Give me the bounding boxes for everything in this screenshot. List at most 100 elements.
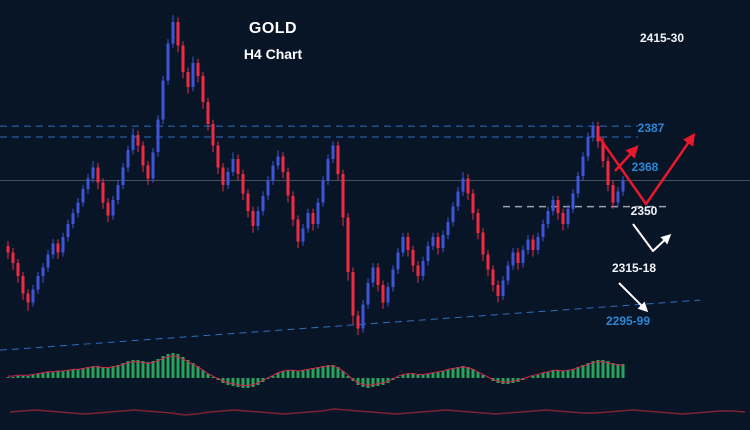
candle-body	[96, 167, 100, 183]
bottom-oscillator-line	[9, 408, 746, 416]
candle-body	[526, 239, 530, 251]
candle-body	[141, 145, 145, 166]
candle-body	[46, 254, 50, 268]
candle-body	[486, 254, 490, 270]
candle-body	[611, 184, 615, 203]
candle-body	[556, 200, 560, 214]
candle-body	[241, 174, 245, 194]
candle-body	[71, 213, 75, 225]
candle-body	[356, 315, 360, 329]
candle-body	[571, 193, 575, 209]
candle-body	[51, 243, 55, 255]
candle-body	[586, 137, 590, 157]
candle-body	[351, 271, 355, 316]
candle-body	[66, 224, 70, 238]
candle-body	[431, 237, 435, 246]
candle-body	[621, 180, 625, 192]
candle-body	[456, 191, 460, 207]
candle-body	[601, 141, 605, 161]
candle-body	[171, 21, 175, 44]
candle-body	[476, 213, 480, 233]
price-label-2350: 2350	[630, 204, 658, 218]
candle-body	[391, 269, 395, 288]
candle-body	[511, 252, 515, 266]
candle-body	[131, 134, 135, 150]
candle-body	[606, 161, 610, 185]
candle-body	[76, 202, 80, 214]
candle-body	[531, 239, 535, 251]
candle-body	[6, 245, 10, 253]
candle-body	[146, 165, 150, 179]
candle-body	[121, 167, 125, 185]
candle-body	[616, 191, 620, 203]
candle-body	[276, 156, 280, 166]
candle-body	[211, 124, 215, 146]
candle-body	[251, 211, 255, 227]
candle-body	[471, 193, 475, 214]
chart-title-timeframe: H4 Chart	[243, 46, 303, 62]
candle-body	[376, 267, 380, 285]
candle-body	[341, 174, 345, 218]
ascending-trendline	[0, 299, 701, 351]
candle-body	[326, 158, 330, 181]
candle-body	[591, 126, 595, 137]
candle-body	[466, 178, 470, 194]
candle-body	[116, 184, 120, 201]
candle-body	[426, 245, 430, 261]
candle-body	[156, 119, 160, 153]
candle-body	[216, 145, 220, 168]
candle-body	[16, 263, 20, 277]
price-label-2387: 2387	[637, 121, 665, 135]
candle-body	[581, 156, 585, 177]
candle-body	[106, 202, 110, 216]
price-label-2315-18: 2315-18	[611, 261, 657, 275]
candle-body	[541, 224, 545, 238]
candle-body	[506, 265, 510, 281]
candle-body	[516, 252, 520, 264]
candle-body	[576, 176, 580, 194]
candle-body	[311, 213, 315, 225]
candle-body	[56, 243, 60, 253]
candle-body	[481, 232, 485, 255]
candle-body	[81, 189, 85, 203]
candle-body	[41, 267, 45, 277]
candle-body	[196, 63, 200, 77]
candle-body	[191, 63, 195, 87]
candle-body	[536, 237, 540, 251]
chart-title-symbol: GOLD	[248, 20, 298, 37]
candle-body	[371, 267, 375, 283]
candle-body	[361, 304, 365, 329]
candle-body	[186, 71, 190, 87]
candle-body	[266, 180, 270, 196]
candle-body	[546, 211, 550, 225]
candle-body	[561, 213, 565, 225]
candle-body	[416, 265, 420, 277]
candle-body	[221, 167, 225, 185]
candle-body	[21, 276, 25, 294]
candle-body	[491, 269, 495, 285]
candle-body	[366, 282, 370, 305]
candle-body	[306, 213, 310, 229]
price-label-2295-99: 2295-99	[605, 314, 651, 328]
candle-body	[281, 156, 285, 172]
candle-body	[406, 237, 410, 251]
candle-body	[136, 134, 140, 146]
candle-body	[321, 180, 325, 203]
candle-body	[346, 217, 350, 272]
candle-body	[61, 237, 65, 253]
red-projection-zigzag	[597, 132, 696, 206]
candle-body	[301, 228, 305, 242]
white-pullback-arrow	[632, 223, 672, 252]
candle-body	[86, 178, 90, 190]
candle-body	[331, 145, 335, 159]
candle-body	[31, 289, 35, 303]
candle-body	[126, 150, 130, 168]
candle-body	[151, 152, 155, 179]
candle-body	[91, 167, 95, 179]
candle-body	[316, 202, 320, 225]
candle-body	[291, 195, 295, 220]
histogram-signal-line	[8, 355, 623, 387]
candle-body	[501, 280, 505, 296]
candle-body	[396, 252, 400, 270]
